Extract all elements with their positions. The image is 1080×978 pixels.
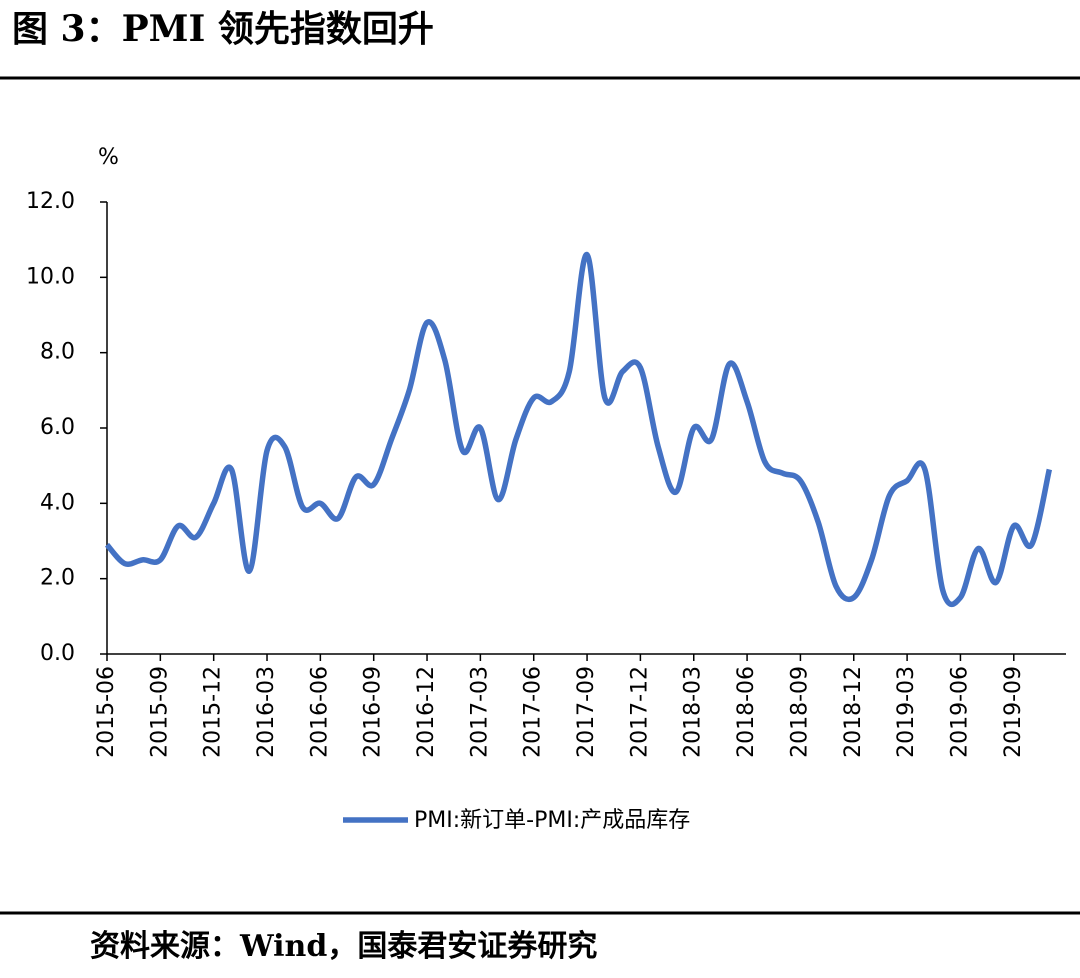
x-tick-label: 2015-09 [147,666,172,758]
x-tick-label: 2016-03 [254,666,279,758]
y-tick-label: 12.0 [26,189,75,214]
x-tick-label: 2019-03 [894,666,919,758]
x-tick-label: 2018-12 [841,666,866,758]
chart-title: 图 3：PMI 领先指数回升 [12,8,434,50]
x-tick-label: 2015-06 [94,666,119,758]
y-tick-label: 2.0 [40,566,75,591]
x-tick-label: 2016-12 [414,666,439,758]
x-tick-label: 2019-09 [1001,666,1026,758]
y-tick-label: 8.0 [40,340,75,365]
x-tick-label: 2016-09 [361,666,386,758]
x-tick-label: 2016-06 [307,666,332,758]
y-tick-label: 10.0 [26,264,75,289]
x-tick-label: 2017-06 [521,666,546,758]
y-unit: % [98,145,119,170]
legend-label: PMI:新订单-PMI:产成品库存 [414,808,690,833]
x-tick-label: 2018-03 [681,666,706,758]
y-tick-label: 6.0 [40,415,75,440]
x-tick-label: 2015-12 [201,666,226,758]
line [104,251,1053,607]
y-tick-label: 4.0 [40,490,75,515]
x-tick-label: 2017-12 [627,666,652,758]
x-tick-label: 2017-03 [467,666,492,758]
x-tick-label: 2017-09 [574,666,599,758]
x-tick-label: 2019-06 [947,666,972,758]
x-tick-label: 2018-06 [734,666,759,758]
source: 资料来源：Wind，国泰君安证券研究 [90,929,597,964]
y-tick-label: 0.0 [40,641,75,666]
x-tick-label: 2018-09 [787,666,812,758]
